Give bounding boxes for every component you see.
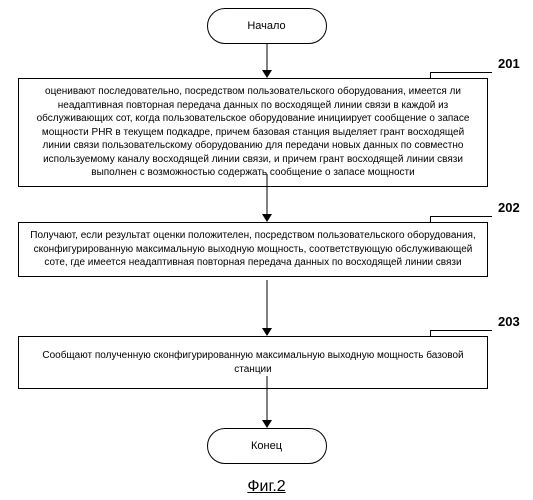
step-label-202: 202: [498, 200, 520, 215]
step-label-203: 203: [498, 314, 520, 329]
arrow-head: [262, 328, 272, 336]
start-label: Начало: [247, 20, 285, 32]
figure-caption: Фиг.2: [247, 478, 285, 496]
callout-line: [430, 216, 492, 217]
step-text: оценивают последовательно, посредством п…: [37, 86, 470, 178]
arrow-head: [262, 420, 272, 428]
callout-line: [430, 330, 492, 331]
arrow-head: [262, 214, 272, 222]
flowchart-container: Начало 201 оценивают последовательно, по…: [0, 0, 533, 500]
process-step-202: Получают, если результат оценки положите…: [18, 222, 488, 277]
callout-line: [430, 72, 492, 73]
arrow-line: [266, 174, 267, 214]
arrow-line: [266, 376, 267, 420]
arrow-head: [262, 70, 272, 78]
step-text: Сообщают полученную сконфигурированную м…: [42, 350, 463, 375]
end-label: Конец: [251, 440, 282, 452]
process-step-203: Сообщают полученную сконфигурированную м…: [18, 336, 488, 389]
step-label-201: 201: [498, 56, 520, 71]
step-text: Получают, если результат оценки положите…: [30, 230, 475, 268]
arrow-line: [266, 280, 267, 328]
end-terminal: Конец: [207, 428, 327, 464]
arrow-line: [266, 44, 267, 70]
start-terminal: Начало: [207, 8, 327, 44]
process-step-201: оценивают последовательно, посредством п…: [18, 78, 488, 187]
